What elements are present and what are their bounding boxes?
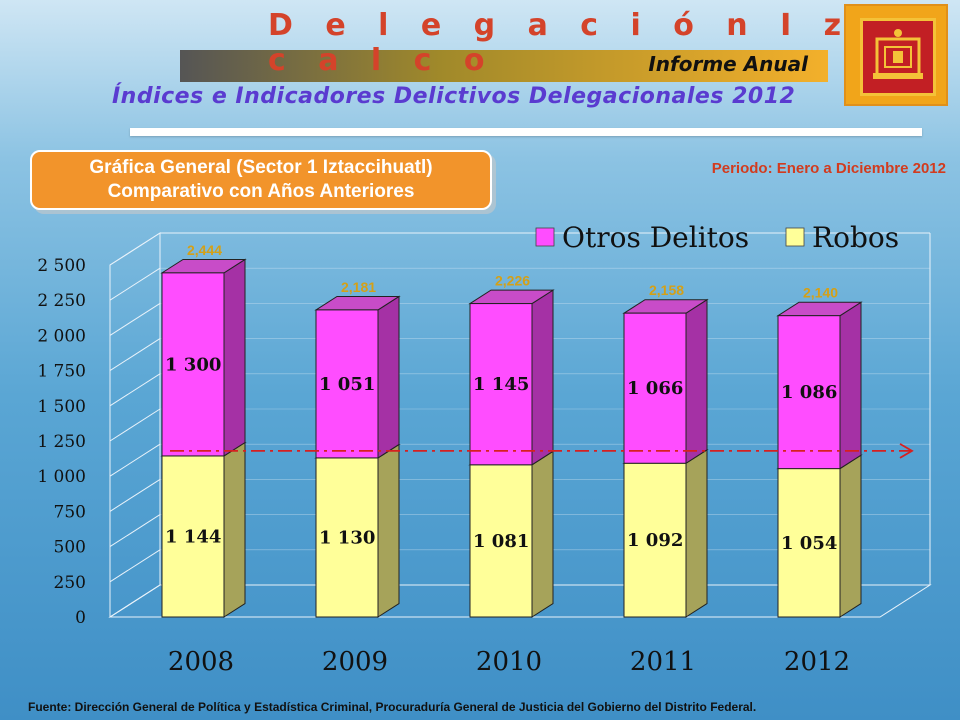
report-label: Informe Anual — [648, 52, 808, 76]
total-label: 2,140 — [803, 285, 838, 301]
data-label-otros: 1 051 — [319, 374, 375, 395]
bar-robos-side — [531, 450, 554, 618]
legend-label: Otros Delitos — [562, 221, 749, 254]
gridline-side — [109, 338, 161, 372]
period-label: Periodo: Enero a Diciembre 2012 — [711, 160, 946, 177]
page-title: D e l e g a c i ó n I z t a c a l c o — [268, 8, 952, 78]
divider — [130, 128, 922, 136]
y-tick-label: 1 000 — [37, 467, 86, 487]
header-strip: Informe Anual — [180, 50, 828, 82]
y-tick-label: 750 — [54, 502, 86, 522]
bar-robos — [469, 464, 533, 618]
y-tick-label: 0 — [75, 608, 86, 628]
page-subtitle: Índices e Indicadores Delictivos Delegac… — [112, 84, 796, 109]
bar-robos — [161, 455, 225, 618]
chart-heading-line2: Comparativo con Años Anteriores — [107, 181, 415, 202]
chart-heading-line1: Gráfica General (Sector 1 Iztaccihuatl) — [89, 157, 433, 178]
logo-emblem-icon — [860, 18, 936, 96]
delegation-logo — [844, 4, 948, 106]
y-tick-label: 1 750 — [37, 362, 86, 382]
bar-otros — [315, 309, 379, 459]
data-label-robos: 1 130 — [319, 527, 375, 548]
bar-otros-side — [377, 295, 400, 459]
bar-robos-side — [223, 441, 246, 618]
total-label: 2,181 — [341, 279, 376, 295]
gridline-side — [109, 443, 161, 477]
x-tick-label: 2008 — [168, 647, 234, 677]
legend-swatch — [535, 227, 555, 247]
total-label: 2,444 — [187, 242, 222, 258]
bar-robos-side — [839, 454, 862, 618]
gridline-side — [109, 408, 161, 442]
y-tick-label: 500 — [54, 538, 86, 558]
data-label-robos: 1 054 — [781, 533, 837, 554]
bar-otros-side — [685, 298, 708, 465]
data-label-otros: 1 145 — [473, 374, 529, 395]
y-tick-label: 2 000 — [37, 326, 86, 346]
bar-robos — [623, 462, 687, 618]
x-tick-label: 2011 — [630, 647, 696, 677]
data-label-robos: 1 144 — [165, 526, 221, 547]
data-label-otros: 1 300 — [165, 354, 221, 375]
bar-robos-side — [377, 443, 400, 618]
gridline-side — [109, 267, 161, 301]
gridline-side — [109, 549, 161, 583]
bar-robos — [315, 457, 379, 618]
bar-robos — [777, 468, 841, 618]
source-note: Fuente: Dirección General de Política y … — [28, 700, 757, 714]
gridline-side — [109, 478, 161, 512]
y-tick-label: 2 500 — [37, 256, 86, 276]
data-label-otros: 1 086 — [781, 382, 837, 403]
data-label-otros: 1 066 — [627, 378, 683, 399]
gridline-side — [109, 232, 161, 266]
gridline-side — [109, 584, 161, 618]
legend-label: Robos — [812, 221, 899, 254]
x-tick-label: 2009 — [322, 647, 388, 677]
bar-robos-side — [685, 448, 708, 618]
chart-heading-box: Gráfica General (Sector 1 Iztaccihuatl) … — [30, 150, 492, 210]
data-label-robos: 1 081 — [473, 531, 529, 552]
total-label: 2,226 — [495, 273, 530, 289]
y-tick-label: 2 250 — [37, 291, 86, 311]
data-label-robos: 1 092 — [627, 530, 683, 551]
bar-otros — [623, 312, 687, 464]
bar-otros — [777, 315, 841, 470]
x-tick-label: 2012 — [784, 647, 850, 677]
y-tick-label: 1 500 — [37, 397, 86, 417]
legend-swatch — [785, 227, 805, 247]
y-tick-label: 250 — [54, 573, 86, 593]
gridline-side — [109, 302, 161, 336]
total-label: 2,158 — [649, 282, 684, 298]
gridline-side — [109, 514, 161, 548]
bar-otros — [161, 272, 225, 457]
y-tick-label: 1 250 — [37, 432, 86, 452]
gridline-side — [109, 373, 161, 407]
bar-otros — [469, 303, 533, 466]
x-tick-label: 2010 — [476, 647, 542, 677]
bar-otros-side — [839, 301, 862, 470]
reference-arrow-icon — [899, 443, 914, 459]
bar-otros-side — [223, 258, 246, 457]
bar-otros-side — [531, 289, 554, 466]
